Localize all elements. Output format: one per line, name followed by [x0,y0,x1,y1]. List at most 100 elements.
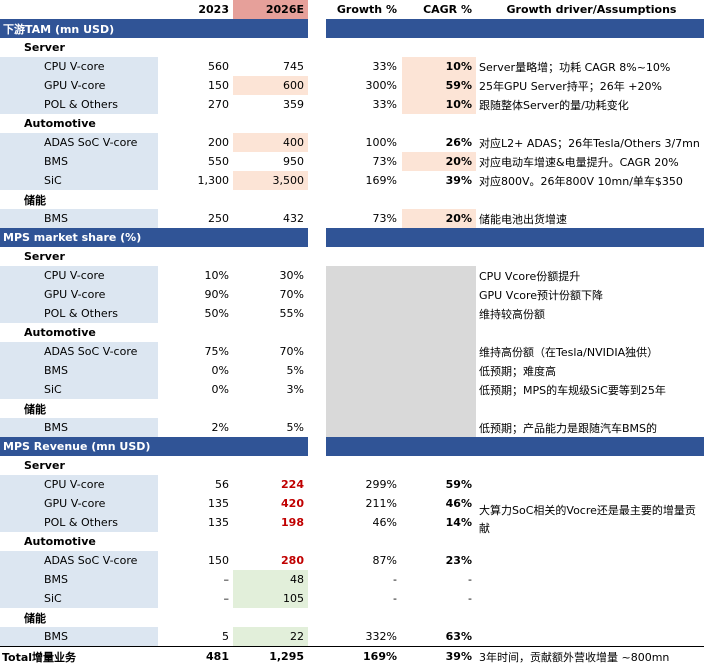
row-label[interactable]: GPU V-core [0,76,158,95]
cell-2026[interactable]: 48 [233,570,308,589]
row-label[interactable]: ADAS SoC V-core [0,342,158,361]
cell-driver[interactable]: 对应电动车增速&电量提升。CAGR 20% [479,155,679,169]
cell-2026[interactable]: 3,500 [233,171,308,190]
total-row[interactable]: Total增量业务 481 1,295 169% 39% 3年时间，贡献额外营收… [0,646,704,666]
cell-2026[interactable]: 22 [233,627,308,646]
table-row[interactable]: BMS 5 22 332% 63% [0,627,704,646]
cell-growth[interactable]: 46% [372,516,397,529]
cell-growth[interactable]: 33% [372,98,397,111]
table-row[interactable]: ADAS SoC V-core 150 280 87% 23% [0,551,704,570]
cell-2023[interactable]: 0% [211,364,229,377]
cell-cagr[interactable]: 10% [402,57,476,76]
cell-driver[interactable]: 对应L2+ ADAS；26年Tesla/Others 3/7mn [479,136,700,150]
row-label[interactable]: POL & Others [0,513,158,532]
cell-2023[interactable]: 135 [208,516,229,529]
cell-cagr[interactable]: 63% [445,630,472,643]
total-driver[interactable]: 3年时间，贡献额外营收增量 ~800mn [479,650,670,664]
row-label[interactable]: ADAS SoC V-core [0,551,158,570]
row-label[interactable]: BMS [0,209,158,228]
cell-growth[interactable]: - [393,573,397,586]
cell-2023[interactable]: 560 [208,60,229,73]
cell-growth[interactable]: - [393,592,397,605]
row-label[interactable]: SiC [0,171,158,190]
cell-2023[interactable]: 5 [222,630,229,643]
table-row[interactable]: GPU V-core 90% 70% GPU Vcore预计份额下降 [0,285,704,304]
cell-2026[interactable]: 70% [279,288,304,301]
cell-growth[interactable]: 100% [365,136,397,149]
section-tam[interactable]: 下游TAM (mn USD) [0,19,704,38]
cell-2023[interactable]: 135 [208,497,229,510]
cell-cagr[interactable]: 46% [445,497,472,510]
total-label[interactable]: Total增量业务 [2,650,77,664]
total-2023[interactable]: 481 [206,650,229,663]
cell-cagr[interactable]: 14% [445,516,472,529]
cell-2026[interactable]: 600 [233,76,308,95]
cell-growth[interactable]: 332% [365,630,397,643]
cell-2023[interactable]: 90% [204,288,229,301]
cell-2023[interactable]: 550 [208,155,229,168]
cell-2023[interactable]: 75% [204,345,229,358]
cell-2026[interactable]: 224 [281,478,304,491]
table-row[interactable]: POL & Others 270 359 33% 10% 跟随整体Server的… [0,95,704,114]
header-2026e[interactable]: 2026E [233,0,308,19]
total-cagr[interactable]: 39% [445,650,472,663]
cell-cagr[interactable]: 39% [445,174,472,187]
cell-2023[interactable]: 1,300 [197,174,230,187]
cell-2026[interactable]: 359 [283,98,304,111]
cell-cagr[interactable]: 59% [445,478,472,491]
table-row[interactable]: SiC – 105 - - [0,589,704,608]
total-growth[interactable]: 169% [363,650,397,663]
table-row[interactable]: ADAS SoC V-core 75% 70% 维持高份额（在Tesla/NVI… [0,342,704,361]
header-growth[interactable]: Growth % [336,3,397,16]
total-2026[interactable]: 1,295 [269,650,304,663]
header-cagr[interactable]: CAGR % [423,3,472,16]
cell-2026[interactable]: 432 [283,212,304,225]
cell-growth[interactable]: 169% [365,174,397,187]
row-label[interactable]: SiC [0,380,158,399]
header-driver[interactable]: Growth driver/Assumptions [506,3,677,16]
table-row[interactable]: GPU V-core 150 600 300% 59% 25年GPU Serve… [0,76,704,95]
cell-2023[interactable]: – [223,592,230,605]
table-row[interactable]: BMS 250 432 73% 20% 储能电池出货增速 [0,209,704,228]
merged-driver-note[interactable]: 大算力SoC相关的Vocre还是最主要的增量贡献 [479,504,696,535]
table-row[interactable]: SiC 0% 3% 低预期；MPS的车规级SiC要等到25年 [0,380,704,399]
cell-driver[interactable]: 低预期；产品能力是跟随汽车BMS的 [479,421,658,435]
table-row[interactable]: CPU V-core 560 745 33% 10% Server量略增；功耗 … [0,57,704,76]
cell-cagr[interactable]: 26% [445,136,472,149]
cell-driver[interactable]: 低预期；难度高 [479,364,556,378]
cell-2023[interactable]: 270 [208,98,229,111]
cell-driver[interactable]: CPU Vcore份额提升 [479,269,581,283]
cell-2026[interactable]: 198 [281,516,304,529]
cell-2026[interactable]: 420 [281,497,304,510]
cell-driver[interactable]: 维持较高份额 [479,307,545,321]
cell-2026[interactable]: 745 [283,60,304,73]
row-label[interactable]: GPU V-core [0,285,158,304]
cell-cagr[interactable]: 10% [402,95,476,114]
header-2023[interactable]: 2023 [198,3,229,16]
row-label[interactable]: POL & Others [0,304,158,323]
cell-2023[interactable]: 0% [211,383,229,396]
cell-2023[interactable]: – [223,573,230,586]
cell-2023[interactable]: 200 [208,136,229,149]
row-label[interactable]: POL & Others [0,95,158,114]
cell-driver[interactable]: GPU Vcore预计份额下降 [479,288,604,302]
table-row[interactable]: SiC 1,300 3,500 169% 39% 对应800V。26年800V … [0,171,704,190]
cell-2026[interactable]: 30% [279,269,304,282]
section-revenue[interactable]: MPS Revenue (mn USD) [0,437,704,456]
cell-driver[interactable]: 低预期；MPS的车规级SiC要等到25年 [479,383,666,397]
cell-cagr[interactable]: - [468,573,472,586]
row-label[interactable]: BMS [0,418,158,437]
cell-growth[interactable]: 299% [365,478,397,491]
cell-2026[interactable]: 5% [286,421,304,434]
cell-2023[interactable]: 150 [208,79,229,92]
table-row[interactable]: POL & Others 135 198 46% 14% [0,513,704,532]
row-label[interactable]: GPU V-core [0,494,158,513]
cell-2023[interactable]: 10% [204,269,229,282]
cell-driver[interactable]: 对应800V。26年800V 10mn/单车$350 [479,174,683,188]
cell-growth[interactable]: 87% [372,554,397,567]
cell-growth[interactable]: 73% [372,155,397,168]
section-market-share[interactable]: MPS market share (%) [0,228,704,247]
cell-2026[interactable]: 3% [286,383,304,396]
cell-cagr[interactable]: 20% [402,152,476,171]
row-label[interactable]: BMS [0,627,158,646]
